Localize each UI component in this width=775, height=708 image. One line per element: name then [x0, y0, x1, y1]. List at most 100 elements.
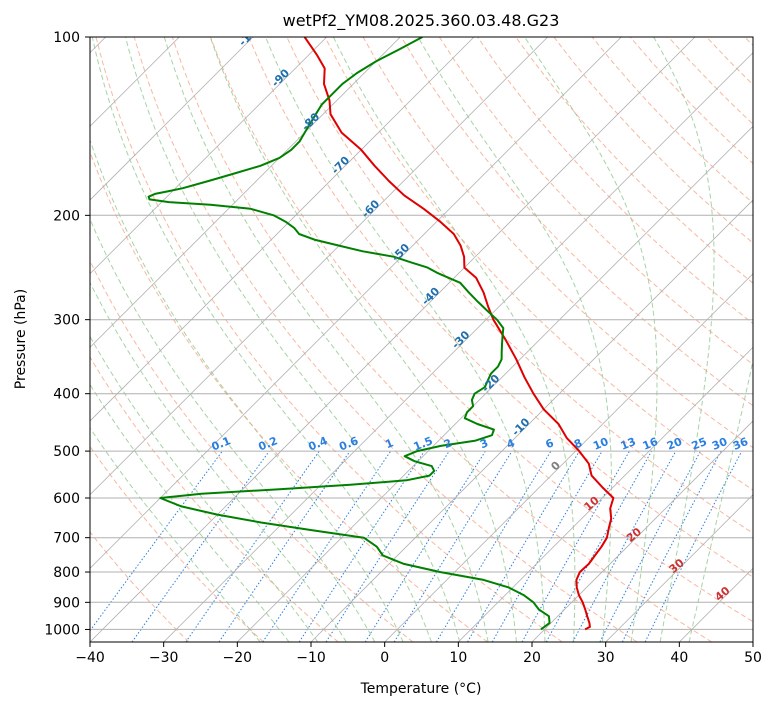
- dry-adiabat-line: [438, 37, 753, 366]
- dry-adiabat-line: [400, 37, 753, 407]
- mixing-ratio-line: [621, 450, 722, 642]
- isotherm-label: -10: [509, 415, 532, 438]
- dry-adiabat-line: [171, 37, 712, 642]
- isotherm-line: [605, 494, 753, 642]
- isotherm-line: [90, 37, 327, 275]
- plot-area: 0.1 0.2 0.4 0.6 1 1.5 2 3 4 6 8 10 13 16 20 25 30 36-100-…: [90, 20, 753, 642]
- y-tick-label: 600: [53, 491, 80, 507]
- isotherm-label: -60: [359, 197, 382, 220]
- mixing-ratio-label: 4: [505, 436, 517, 451]
- moist-adiabat-line: [91, 37, 432, 642]
- x-axis-label: Temperature (°C): [360, 681, 482, 697]
- moist-adiabat-line: [688, 358, 753, 642]
- moist-adiabat-line: [163, 37, 489, 642]
- isotherm-lines: [90, 37, 753, 642]
- isotherm-line: [90, 37, 696, 642]
- dry-adiabat-line: [362, 37, 753, 449]
- pressure-gridlines: [90, 37, 753, 630]
- mixing-ratio-label: 2: [442, 436, 454, 451]
- x-tick-label: 50: [744, 650, 762, 666]
- isotherm-label: -30: [449, 328, 472, 351]
- x-tick-label: 40: [670, 650, 688, 666]
- x-axis: −40 −30 −20 −10 0 10 20 30 40 50: [75, 642, 762, 666]
- y-tick-label: 900: [53, 595, 80, 611]
- moist-adiabat-lines: [90, 37, 753, 642]
- y-axis: 100 200 300 400 500 600 700 800 900 1000: [44, 30, 90, 638]
- dry-adiabat-line: [90, 259, 414, 642]
- isotherm-line: [458, 346, 753, 642]
- x-tick-label: 30: [597, 650, 615, 666]
- line-labels: 0.1 0.2 0.4 0.6 1 1.5 2 3 4 6 8 10 13 16 20 25 30 36-100-…: [210, 20, 751, 604]
- isotherm-line: [163, 52, 753, 642]
- dry-adiabat-line: [90, 531, 190, 642]
- y-tick-label: 400: [53, 387, 80, 403]
- moist-adiabat-line: [209, 37, 517, 642]
- isotherm-line: [90, 37, 401, 348]
- mixing-ratio-line: [298, 450, 425, 642]
- mixing-ratio-label: 6: [544, 436, 556, 451]
- mixing-ratio-line: [218, 450, 351, 642]
- mixing-ratio-line: [131, 450, 270, 642]
- moist-adiabat-line: [90, 138, 404, 642]
- temperature-line: [303, 37, 615, 631]
- mixing-ratio-line: [572, 450, 677, 642]
- isotherm-label: -70: [329, 154, 352, 177]
- isotherm-label: -90: [269, 66, 292, 89]
- x-tick-label: 20: [523, 650, 541, 666]
- mixing-ratio-label: 10: [591, 435, 610, 453]
- isotherm-line: [90, 37, 548, 496]
- mixing-ratio-line: [521, 450, 630, 642]
- dry-adiabat-line: [90, 445, 264, 642]
- dry-adiabat-line: [477, 37, 753, 325]
- y-tick-label: 100: [53, 30, 80, 46]
- moist-adiabat-line: [265, 37, 546, 642]
- mixing-ratio-line: [185, 450, 320, 642]
- mixing-ratio-label: 36: [731, 435, 750, 453]
- x-tick-label: −40: [75, 650, 105, 666]
- dry-adiabat-label: 20: [624, 525, 644, 545]
- dry-adiabat-line: [668, 37, 753, 125]
- dry-adiabat-line: [248, 37, 753, 578]
- x-tick-label: −20: [223, 650, 253, 666]
- mixing-ratio-line: [325, 450, 450, 642]
- dry-adiabat-label: 10: [582, 494, 602, 514]
- y-tick-label: 700: [53, 531, 80, 547]
- y-tick-label: 800: [53, 565, 80, 581]
- moist-adiabat-line: [524, 37, 658, 642]
- y-tick-label: 200: [53, 208, 80, 224]
- mixing-ratio-label: 25: [690, 435, 709, 453]
- moist-adiabat-line: [653, 37, 715, 642]
- dry-adiabat-lines: [90, 37, 753, 642]
- isotherm-line: [90, 37, 622, 569]
- mixing-ratio-line: [644, 450, 743, 642]
- moist-adiabat-line: [125, 37, 461, 642]
- dry-adiabat-line: [553, 37, 753, 244]
- plot-frame: [89, 36, 754, 643]
- moist-adiabat-line: [417, 37, 612, 642]
- x-tick-label: −10: [296, 650, 326, 666]
- moist-adiabat-line: [90, 335, 319, 642]
- isotherm-line: [310, 199, 753, 642]
- isotherm-line: [752, 641, 753, 642]
- isotherm-label: -80: [299, 110, 322, 133]
- moist-adiabat-line: [90, 281, 347, 642]
- mixing-ratio-label: 20: [665, 435, 684, 453]
- mixing-ratio-line: [599, 450, 701, 642]
- mixing-ratio-line: [262, 450, 392, 642]
- mixing-ratio-label: 30: [710, 435, 729, 453]
- dry-adiabat-line: [744, 37, 753, 47]
- isotherm-label: -100: [236, 20, 265, 49]
- dry-adiabat-label: 40: [713, 584, 733, 604]
- dry-adiabat-label: 30: [667, 556, 687, 576]
- isotherm-line: [237, 125, 753, 642]
- mixing-ratio-label: 1: [383, 436, 395, 451]
- dry-adiabat-line: [515, 37, 753, 284]
- isotherm-label: -20: [479, 372, 502, 395]
- dewpoint-line: [147, 37, 551, 631]
- chart-title: wetPf2_YM08.2025.360.03.48.G23: [283, 11, 560, 31]
- moist-adiabat-line: [90, 217, 376, 642]
- isotherm-line: [531, 420, 753, 642]
- mixing-ratio-line: [435, 450, 552, 642]
- mixing-ratio-label: 8: [572, 436, 584, 451]
- mixing-ratio-line: [545, 450, 653, 642]
